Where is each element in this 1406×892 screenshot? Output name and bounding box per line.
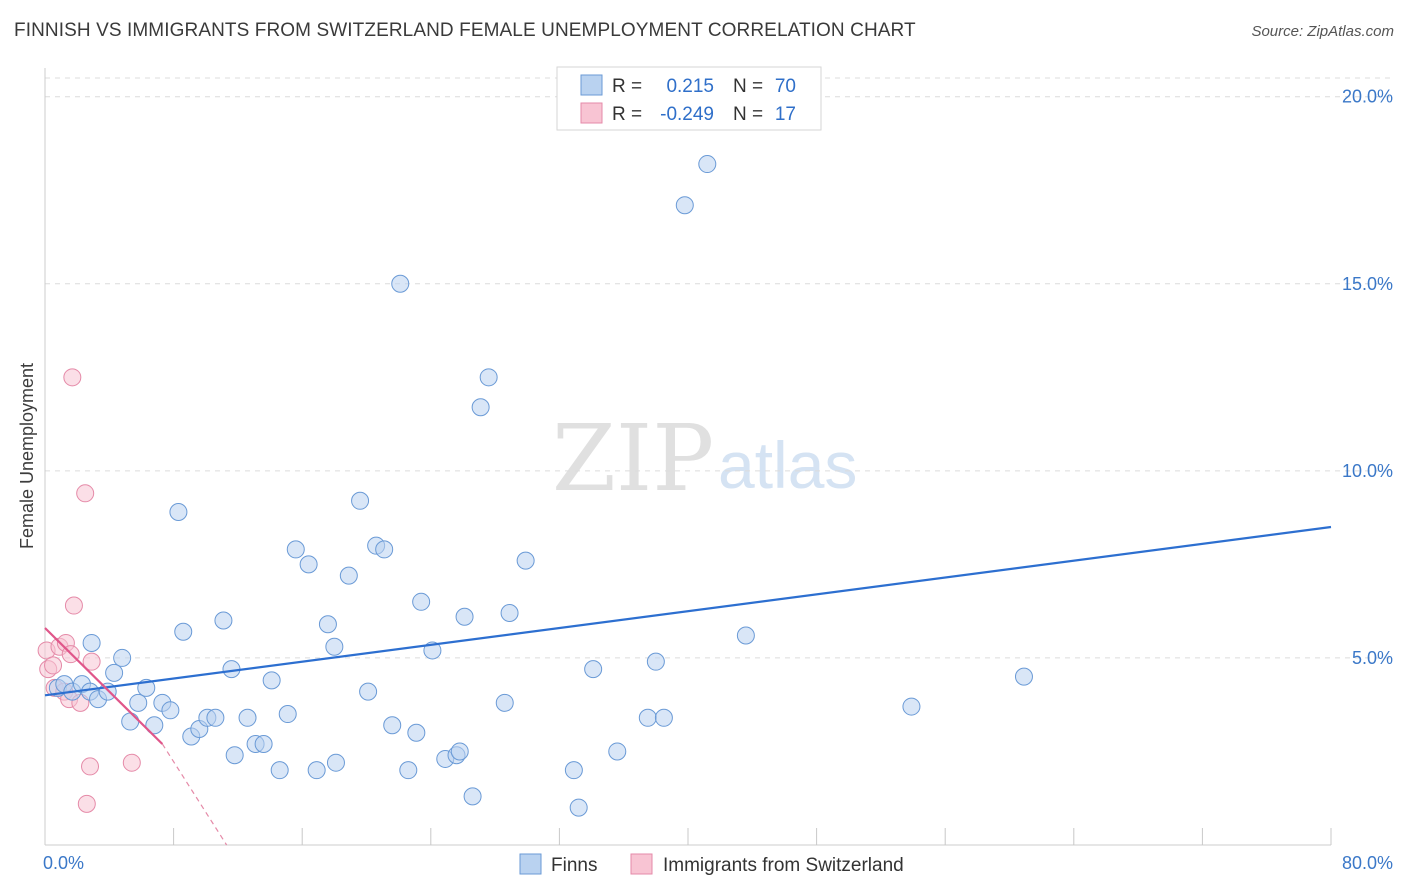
watermark-zip: ZIP	[552, 405, 714, 512]
swiss-point	[63, 368, 82, 387]
finn-point	[608, 742, 627, 761]
y-tick-label: 10.0%	[1342, 461, 1393, 481]
series-legend: Finns Immigrants from Switzerland	[519, 853, 904, 876]
x-tick-label: 0.0%	[43, 853, 84, 873]
finn-point	[479, 368, 498, 387]
finn-point	[339, 566, 358, 585]
y-axis-label: Female Unemployment	[17, 363, 37, 549]
finn-point	[169, 503, 188, 522]
finn-point	[214, 611, 233, 630]
finn-point	[412, 592, 431, 611]
finn-point	[463, 787, 482, 806]
x-axis-ticks	[173, 828, 1332, 845]
finn-point	[105, 663, 124, 682]
finn-point	[145, 716, 164, 735]
finns-trend-line	[44, 525, 1332, 697]
x-tick-labels: 0.0% 80.0%	[43, 853, 1393, 873]
finns-series-swatch	[519, 853, 542, 875]
finn-point	[278, 705, 297, 724]
finn-point	[569, 798, 588, 817]
swiss-point	[64, 596, 83, 615]
finn-point	[471, 398, 490, 417]
finn-point	[262, 671, 281, 690]
finn-point	[675, 196, 694, 215]
finn-point	[584, 660, 603, 679]
gridlines	[45, 77, 1393, 659]
swiss-series-label: Immigrants from Switzerland	[663, 855, 904, 876]
finns-points	[48, 155, 1033, 817]
y-tick-labels: 5.0% 10.0% 15.0% 20.0%	[1342, 87, 1393, 668]
swiss-point	[44, 656, 63, 675]
finn-point	[161, 701, 180, 720]
finns-n-value: 70	[775, 76, 796, 97]
finn-point	[113, 648, 132, 667]
finn-point	[638, 708, 657, 727]
finn-point	[646, 652, 665, 671]
swiss-point	[81, 757, 100, 776]
trend-lines	[44, 525, 1332, 846]
finn-point	[391, 274, 410, 293]
finn-point	[254, 734, 273, 753]
swiss-points	[37, 368, 141, 813]
finns-legend-swatch	[580, 74, 603, 96]
x-tick-label: 80.0%	[1342, 853, 1393, 873]
finn-point	[325, 637, 344, 656]
swiss-point	[77, 794, 96, 813]
finn-point	[174, 622, 193, 641]
finn-point	[238, 708, 257, 727]
swiss-trend-extension	[161, 743, 228, 846]
stats-legend: R = 0.215 N = 70 R = -0.249 N = 17	[556, 66, 822, 131]
finn-point	[902, 697, 921, 716]
finn-point	[399, 761, 418, 780]
finn-point	[225, 746, 244, 765]
finn-point	[495, 693, 514, 712]
finn-point	[351, 491, 370, 510]
finns-n-label: N =	[733, 76, 763, 97]
finn-point	[407, 723, 426, 742]
finn-point	[450, 742, 469, 761]
swiss-point	[76, 484, 95, 503]
swiss-series-swatch	[630, 853, 653, 875]
finn-point	[455, 607, 474, 626]
finn-point	[375, 540, 394, 559]
finn-point	[82, 633, 101, 652]
swiss-r-value: -0.249	[660, 104, 714, 125]
y-tick-label: 20.0%	[1342, 87, 1393, 107]
finns-r-value: 0.215	[666, 76, 714, 97]
finn-point	[307, 761, 326, 780]
swiss-r-label: R =	[612, 104, 642, 125]
y-tick-label: 5.0%	[1352, 648, 1393, 668]
finn-point	[299, 555, 318, 574]
finn-point	[326, 753, 345, 772]
y-tick-label: 15.0%	[1342, 274, 1393, 294]
finns-r-label: R =	[612, 76, 642, 97]
source-label: Source: ZipAtlas.com	[1251, 23, 1394, 40]
finn-point	[698, 155, 717, 174]
finns-series-label: Finns	[551, 855, 597, 876]
finn-point	[359, 682, 378, 701]
swiss-legend-swatch	[580, 102, 603, 124]
finn-point	[1014, 667, 1033, 686]
finn-point	[516, 551, 535, 570]
finn-point	[736, 626, 755, 645]
finn-point	[654, 708, 673, 727]
finn-point	[270, 761, 289, 780]
finn-point	[500, 604, 519, 623]
swiss-point	[82, 652, 101, 671]
finn-point	[129, 693, 148, 712]
swiss-n-label: N =	[733, 104, 763, 125]
finn-point	[206, 708, 225, 727]
finn-point	[121, 712, 140, 731]
chart-title: FINNISH VS IMMIGRANTS FROM SWITZERLAND F…	[14, 20, 916, 41]
swiss-trend-line	[44, 627, 164, 745]
finn-point	[318, 615, 337, 634]
finn-point	[564, 761, 583, 780]
finn-point	[383, 716, 402, 735]
watermark-atlas: atlas	[718, 428, 857, 502]
finn-point	[286, 540, 305, 559]
swiss-point	[122, 753, 141, 772]
swiss-n-value: 17	[775, 104, 796, 125]
